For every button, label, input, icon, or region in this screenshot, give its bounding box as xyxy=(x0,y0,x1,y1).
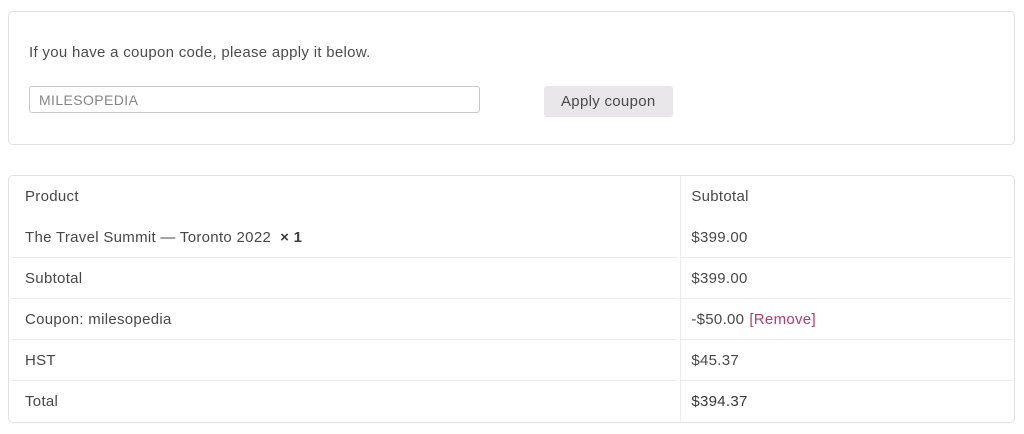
apply-coupon-button[interactable]: Apply coupon xyxy=(544,86,673,117)
order-review-panel: Product Subtotal The Travel Summit — Tor… xyxy=(8,175,1015,423)
coupon-value-cell: -$50.00 [Remove] xyxy=(680,299,1012,340)
table-row: Coupon: milesopedia -$50.00 [Remove] xyxy=(11,299,1012,340)
total-label: Total xyxy=(11,381,679,422)
table-row: HST $45.37 xyxy=(11,340,1012,381)
subtotal-column-header: Subtotal xyxy=(680,176,1012,217)
remove-coupon-link[interactable]: [Remove] xyxy=(749,310,816,328)
product-column-header: Product xyxy=(11,176,679,217)
coupon-label: Coupon: milesopedia xyxy=(11,299,679,340)
product-name-cell: The Travel Summit — Toronto 2022 × 1 xyxy=(11,217,679,258)
coupon-panel: If you have a coupon code, please apply … xyxy=(8,11,1015,145)
product-quantity: × 1 xyxy=(280,228,303,246)
table-header-row: Product Subtotal xyxy=(11,176,1012,217)
table-row: Subtotal $399.00 xyxy=(11,258,1012,299)
table-row: Total $394.37 xyxy=(11,381,1012,422)
order-table: Product Subtotal The Travel Summit — Tor… xyxy=(9,176,1014,422)
table-row: The Travel Summit — Toronto 2022 × 1 $399… xyxy=(11,217,1012,258)
product-price: $399.00 xyxy=(680,217,1012,258)
subtotal-label: Subtotal xyxy=(11,258,679,299)
subtotal-value: $399.00 xyxy=(680,258,1012,299)
coupon-form-row: Apply coupon xyxy=(29,86,994,117)
coupon-code-input[interactable] xyxy=(29,86,480,113)
product-name: The Travel Summit — Toronto 2022 xyxy=(25,228,272,246)
hst-value: $45.37 xyxy=(680,340,1012,381)
coupon-discount-value: -$50.00 xyxy=(691,310,745,328)
coupon-message: If you have a coupon code, please apply … xyxy=(29,44,371,61)
hst-label: HST xyxy=(11,340,679,381)
total-value: $394.37 xyxy=(680,381,1012,422)
